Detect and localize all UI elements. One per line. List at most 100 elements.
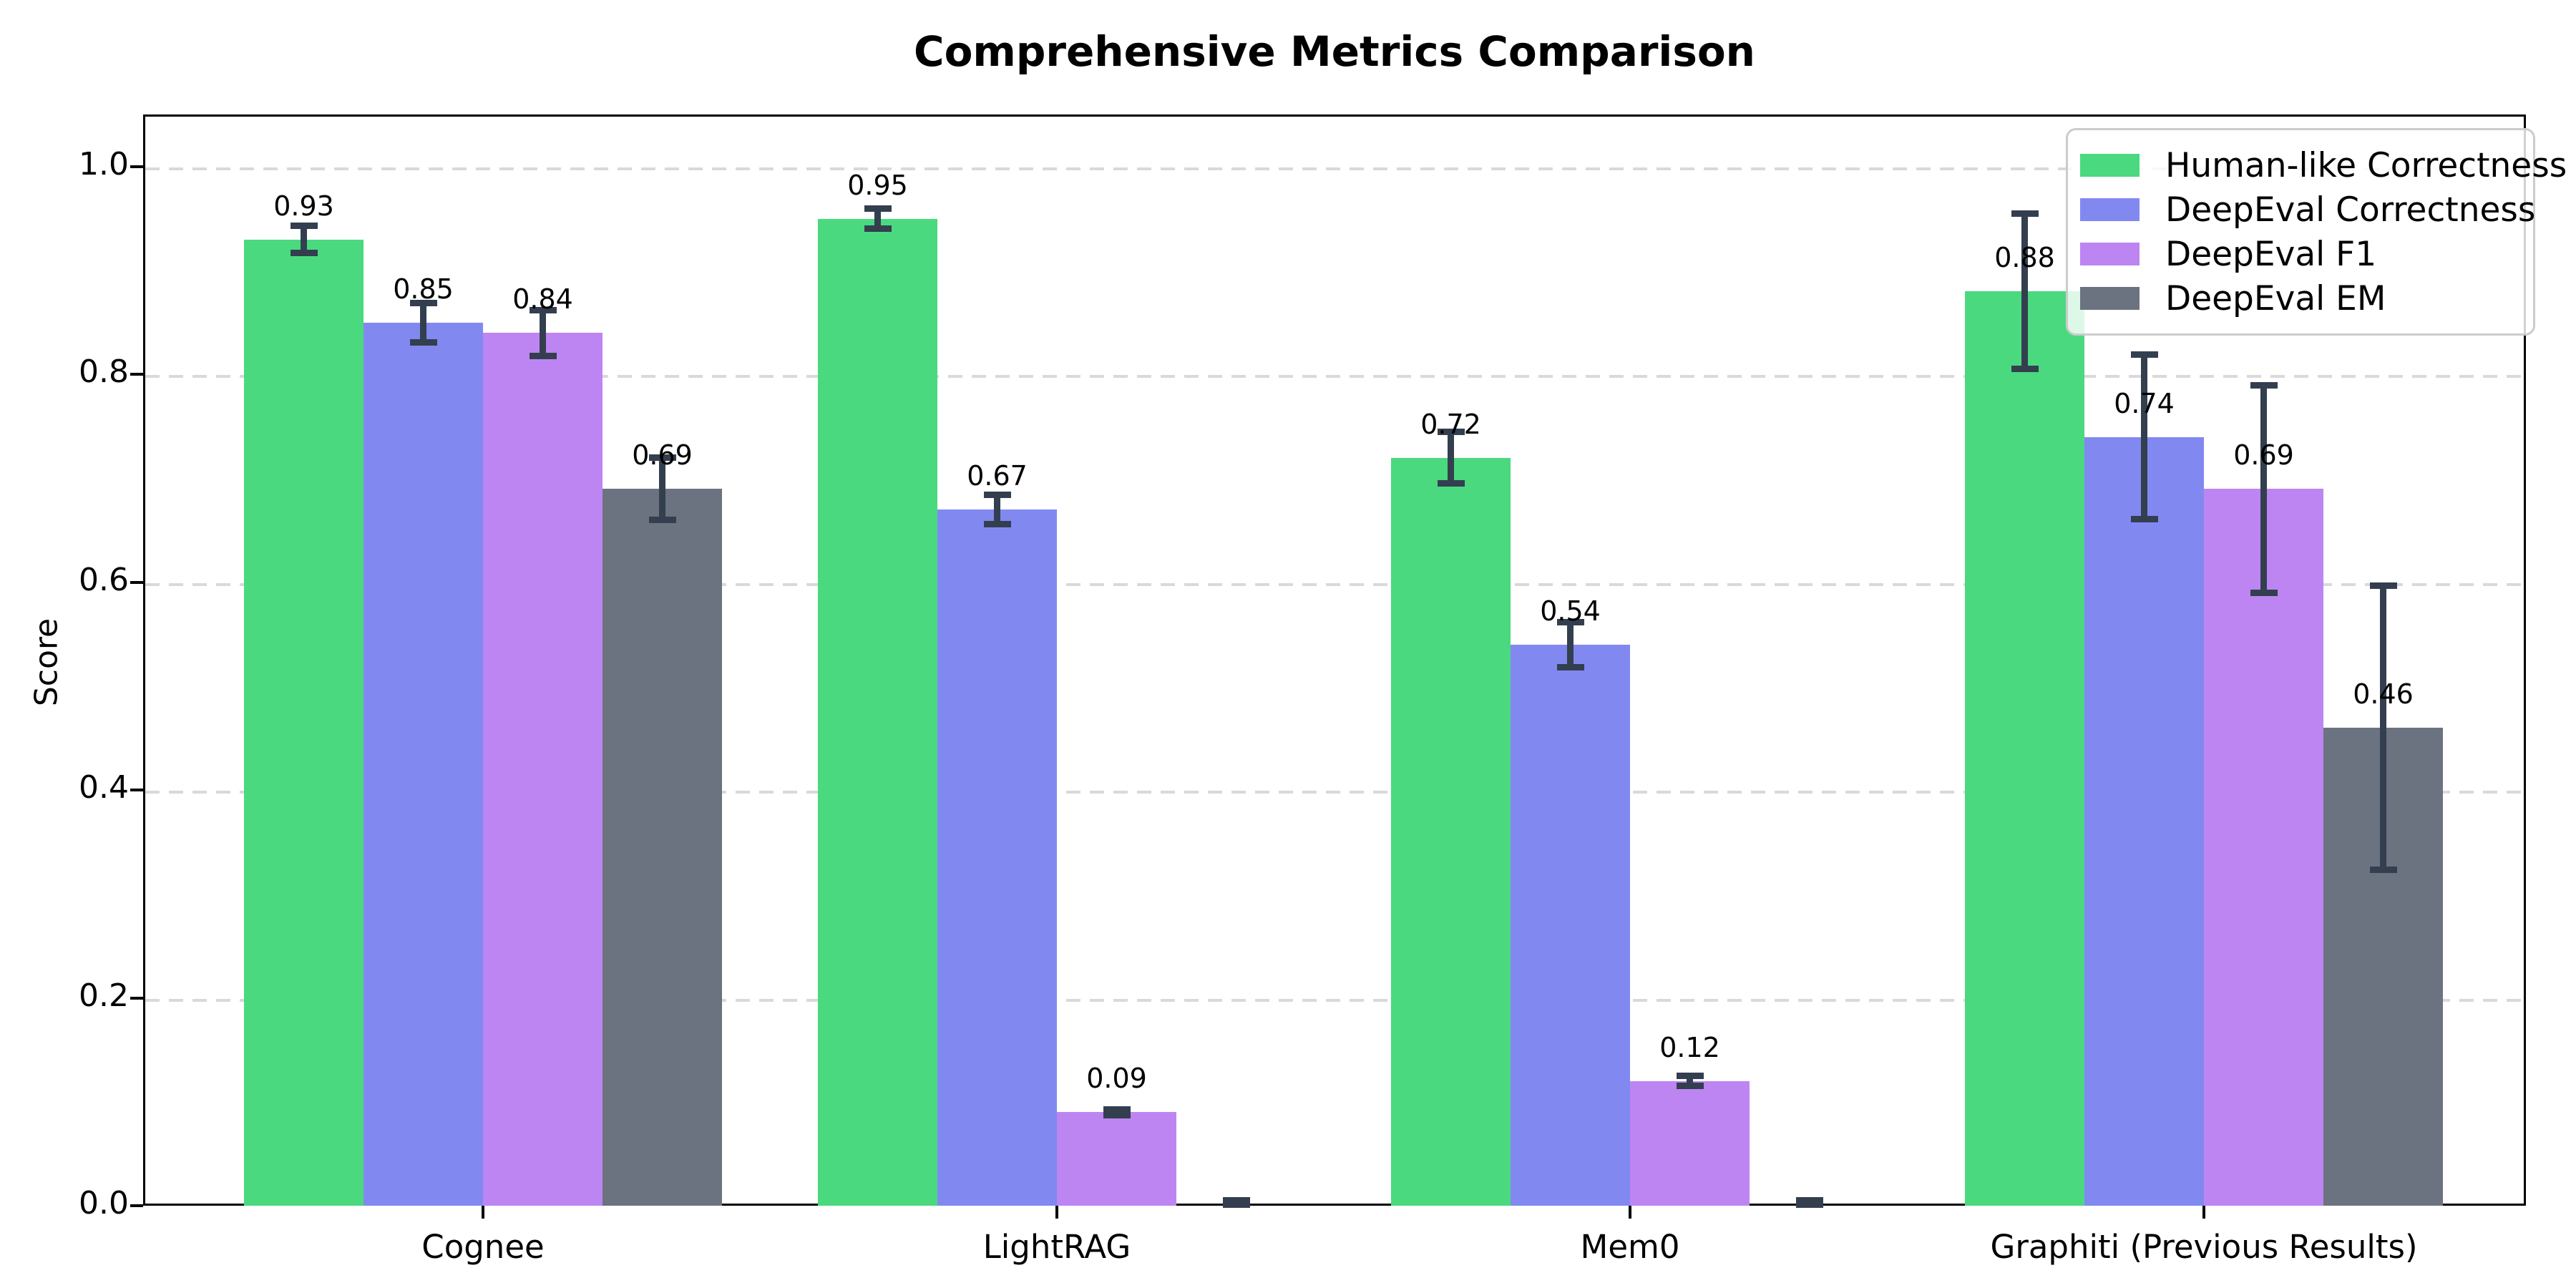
x-tick-mark-1 — [1055, 1206, 1058, 1219]
bar-human-like-correctness-0 — [244, 239, 364, 1206]
y-tick-label-0.6: 0.6 — [79, 561, 129, 598]
bar-value-label: 0.74 — [2114, 387, 2175, 419]
x-tick-label-0: Cognee — [421, 1228, 545, 1266]
error-bar-cap-bottom — [2250, 589, 2278, 596]
error-bar-cap-top — [1103, 1106, 1131, 1113]
error-bar-cap-bottom — [409, 338, 437, 346]
legend-label-0: Human-like Correctness — [2165, 145, 2567, 185]
bar-deepeval-f1-2 — [1630, 1080, 1750, 1206]
error-bar-cap-top — [2130, 351, 2158, 358]
error-bar-cap-top — [1556, 618, 1584, 625]
gridline-0.4 — [145, 791, 2524, 794]
bar-value-label: 0.67 — [967, 460, 1028, 492]
bar-deepeval-correctness-3 — [2084, 436, 2204, 1206]
gridline-0.8 — [145, 375, 2524, 379]
error-bar-cap-top — [529, 307, 557, 314]
error-bar-cap-top — [1795, 1201, 1823, 1209]
bar-deepeval-correctness-1 — [937, 509, 1057, 1206]
error-bar-cap-top — [2011, 210, 2039, 217]
error-bar-line — [1567, 618, 1574, 671]
bar-value-label: 0.46 — [2353, 678, 2414, 711]
error-bar-cap-top — [1437, 428, 1465, 435]
bar-value-label: 0.95 — [847, 169, 908, 201]
error-bar-line — [420, 299, 426, 346]
x-tick-label-3: Graphiti (Previous Results) — [1990, 1228, 2418, 1266]
y-tick-label-0.2: 0.2 — [79, 977, 129, 1014]
error-bar-cap-bottom — [2011, 366, 2039, 373]
error-bar-cap-bottom — [1676, 1083, 1704, 1090]
legend-item-3: DeepEval EM — [2080, 276, 2516, 321]
error-bar-cap-top — [648, 454, 676, 462]
y-tick-mark-1.0 — [130, 165, 143, 168]
y-tick-label-0.0: 0.0 — [79, 1185, 129, 1221]
error-bar-cap-bottom — [2130, 515, 2158, 522]
legend: Human-like Correctness DeepEval Correctne… — [2066, 128, 2567, 336]
error-bar-cap-bottom — [529, 352, 557, 359]
bar-human-like-correctness-3 — [1965, 291, 2084, 1206]
bar-value-label: 0.84 — [512, 283, 573, 316]
error-bar-line — [1448, 428, 1454, 487]
error-bar-line — [2021, 210, 2028, 373]
error-bar-cap-bottom — [290, 249, 318, 256]
y-axis-label: Score — [28, 618, 65, 707]
error-bar-cap-top — [2369, 582, 2397, 589]
legend-item-0: Human-like Correctness — [2080, 143, 2567, 187]
error-bar-cap-bottom — [1556, 664, 1584, 671]
error-bar-line — [2380, 582, 2386, 874]
bar-value-label: 0.72 — [1420, 408, 1481, 440]
bar-value-label: 0.69 — [2233, 439, 2294, 472]
bar-value-label: 0.85 — [393, 273, 454, 305]
bar-deepeval-em-0 — [602, 489, 722, 1206]
x-tick-label-1: LightRAG — [982, 1228, 1131, 1266]
bar-value-label: 0.69 — [632, 439, 693, 472]
bar-deepeval-f1-3 — [2204, 489, 2323, 1206]
error-bar-cap-top — [864, 205, 892, 212]
legend-item-2: DeepEval F1 — [2080, 232, 2516, 276]
x-tick-mark-2 — [1629, 1206, 1631, 1219]
error-bar-cap-bottom — [1103, 1112, 1131, 1119]
y-tick-mark-0.0 — [130, 1204, 143, 1207]
y-tick-label-0.4: 0.4 — [79, 769, 129, 806]
bar-value-label: 0.93 — [273, 190, 334, 222]
error-bar-cap-bottom — [1437, 480, 1465, 487]
error-bar-cap-top — [1222, 1201, 1250, 1209]
bar-deepeval-correctness-2 — [1511, 644, 1630, 1206]
legend-label-1: DeepEval Correctness — [2165, 190, 2536, 230]
legend-swatch-2 — [2080, 243, 2140, 265]
error-bar-line — [301, 223, 307, 256]
error-bar-line — [1687, 1073, 1693, 1090]
y-tick-label-0.8: 0.8 — [79, 353, 129, 391]
y-tick-mark-0.8 — [130, 373, 143, 376]
error-bar-cap-bottom — [983, 520, 1011, 527]
error-bar-line — [994, 492, 1000, 527]
x-tick-mark-0 — [482, 1206, 484, 1219]
error-bar-cap-bottom — [2369, 867, 2397, 874]
y-tick-mark-0.2 — [130, 996, 143, 1000]
legend-swatch-3 — [2080, 287, 2140, 310]
error-bar-line — [659, 454, 665, 524]
error-bar-line — [540, 307, 546, 359]
x-tick-label-2: Mem0 — [1580, 1228, 1680, 1266]
error-bar-line — [2260, 381, 2267, 596]
chart-title: Comprehensive Metrics Comparison — [914, 27, 1755, 76]
error-bar-cap-top — [290, 223, 318, 230]
y-tick-label-1.0: 1.0 — [79, 146, 129, 182]
error-bar-cap-top — [2250, 381, 2278, 389]
bar-deepeval-f1-0 — [483, 333, 602, 1206]
bar-value-label: 0.09 — [1086, 1063, 1147, 1095]
bar-value-label: 0.12 — [1659, 1031, 1720, 1063]
bar-deepeval-correctness-0 — [364, 322, 483, 1206]
gridline-0.6 — [145, 582, 2524, 586]
legend-label-2: DeepEval F1 — [2165, 234, 2377, 274]
error-bar-cap-bottom — [1222, 1197, 1250, 1204]
x-tick-mark-3 — [2202, 1206, 2205, 1219]
error-bar-line — [2141, 351, 2147, 522]
error-bar-cap-top — [409, 299, 437, 306]
error-bar-cap-bottom — [864, 225, 892, 233]
error-bar-cap-top — [983, 492, 1011, 499]
error-bar-cap-bottom — [1795, 1197, 1823, 1204]
bar-deepeval-f1-1 — [1057, 1112, 1176, 1206]
legend-swatch-1 — [2080, 198, 2140, 221]
error-bar-cap-bottom — [648, 517, 676, 524]
